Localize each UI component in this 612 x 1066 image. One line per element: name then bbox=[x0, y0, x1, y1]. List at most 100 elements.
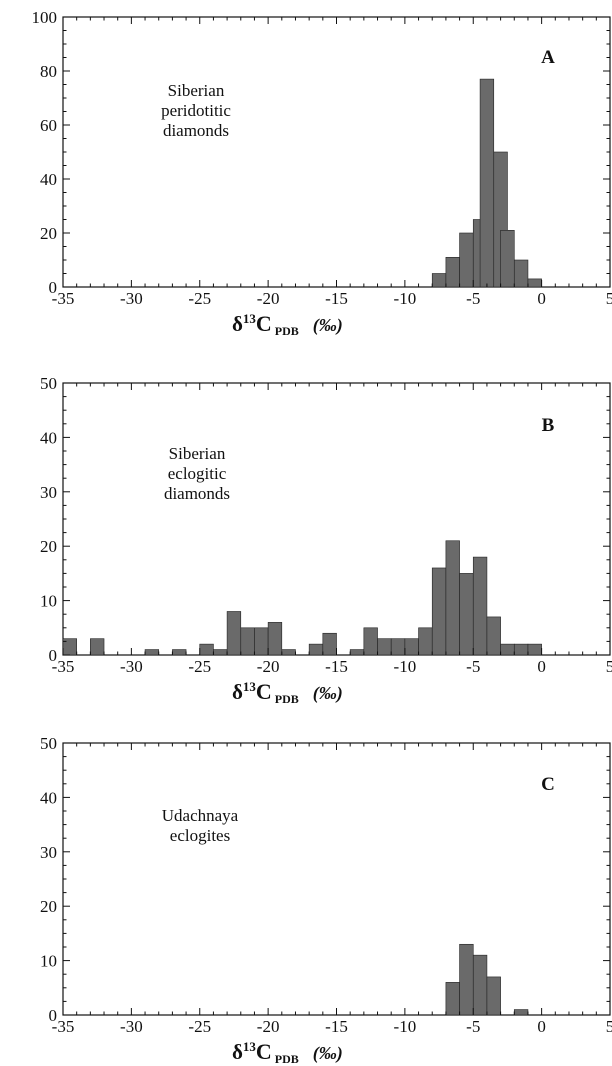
x-tick-label: 5 bbox=[606, 289, 612, 308]
x-tick-label: -10 bbox=[394, 289, 417, 308]
x-tick-label: -25 bbox=[188, 1017, 211, 1036]
x-tick-label: 5 bbox=[606, 657, 612, 676]
x-tick-label: -15 bbox=[325, 1017, 348, 1036]
x-tick-label: -35 bbox=[52, 289, 75, 308]
histogram-bar bbox=[431, 273, 447, 288]
x-axis-title-main: C bbox=[256, 1039, 272, 1064]
x-axis-title-subscript: PDB bbox=[275, 692, 299, 706]
x-axis-title-unit: (‰) bbox=[313, 683, 343, 704]
y-tick-label: 50 bbox=[40, 374, 57, 393]
x-axis-title: δ13C PDB (‰) bbox=[232, 1039, 343, 1066]
histogram-bar bbox=[418, 627, 433, 656]
plot-frame bbox=[62, 382, 611, 656]
histogram-bar bbox=[322, 632, 337, 656]
y-tick-label: 30 bbox=[40, 843, 57, 862]
x-tick-label: -5 bbox=[466, 289, 480, 308]
panel-annotation-line: peridotitic bbox=[161, 101, 231, 120]
panel-annotation-line: Udachnaya bbox=[162, 806, 239, 825]
histogram-bar bbox=[459, 943, 474, 1016]
histogram-bar bbox=[472, 556, 488, 656]
x-tick-label: -15 bbox=[325, 657, 348, 676]
y-tick-label: 0 bbox=[49, 646, 58, 665]
x-tick-label: -10 bbox=[394, 657, 417, 676]
x-axis-title-superscript: 13 bbox=[243, 311, 257, 326]
y-tick-label: 20 bbox=[40, 897, 57, 916]
x-tick-label: -10 bbox=[394, 1017, 417, 1036]
x-tick-label: -30 bbox=[120, 1017, 143, 1036]
y-tick-label: 10 bbox=[40, 952, 57, 971]
panel-annotation-line: diamonds bbox=[164, 484, 230, 503]
histogram-bar bbox=[90, 638, 105, 656]
histogram-bar bbox=[267, 622, 283, 656]
panel-letter: A bbox=[541, 47, 555, 68]
histogram-bar bbox=[472, 954, 488, 1016]
x-axis-title: δ13C PDB (‰) bbox=[232, 679, 343, 706]
histogram-bar bbox=[486, 976, 501, 1016]
x-tick-label: -5 bbox=[466, 657, 480, 676]
x-tick-label: -20 bbox=[257, 289, 280, 308]
x-axis-title-delta: δ bbox=[232, 312, 243, 336]
y-tick-label: 60 bbox=[40, 116, 57, 135]
x-axis-title-subscript: PDB bbox=[275, 324, 299, 338]
histogram-bar bbox=[479, 78, 495, 288]
histogram-bar bbox=[390, 638, 406, 656]
x-tick-label: -30 bbox=[120, 657, 143, 676]
histogram-bar bbox=[199, 643, 214, 656]
x-axis-title-delta: δ bbox=[232, 680, 243, 704]
histogram-bar bbox=[431, 567, 447, 656]
histogram-bar bbox=[172, 649, 187, 656]
x-tick-label: -25 bbox=[188, 657, 211, 676]
x-tick-label: -35 bbox=[52, 1017, 75, 1036]
y-tick-label: 50 bbox=[40, 734, 57, 753]
y-tick-label: 20 bbox=[40, 537, 57, 556]
panel-annotation-line: diamonds bbox=[163, 121, 229, 140]
x-tick-label: -20 bbox=[257, 1017, 280, 1036]
histogram-bar bbox=[513, 259, 529, 288]
x-tick-label: 5 bbox=[606, 1017, 612, 1036]
histogram-bar bbox=[459, 232, 474, 288]
histogram-bar bbox=[144, 649, 160, 656]
histogram-bar bbox=[513, 643, 529, 656]
histogram-bar bbox=[459, 573, 474, 656]
y-tick-label: 40 bbox=[40, 428, 57, 447]
x-axis-title-unit: (‰) bbox=[313, 1043, 343, 1064]
x-tick-label: -35 bbox=[52, 657, 75, 676]
histogram-bar bbox=[254, 627, 269, 656]
histogram-bar bbox=[500, 230, 515, 288]
histogram-bar bbox=[240, 627, 255, 656]
x-tick-label: -15 bbox=[325, 289, 348, 308]
histogram-bar bbox=[281, 649, 296, 656]
y-tick-label: 10 bbox=[40, 592, 57, 611]
y-tick-label: 40 bbox=[40, 788, 57, 807]
panel-annotation-line: Siberian bbox=[168, 81, 225, 100]
x-axis-title-superscript: 13 bbox=[243, 679, 257, 694]
histogram-bar bbox=[486, 616, 501, 656]
histogram-bar bbox=[226, 611, 242, 656]
y-tick-label: 0 bbox=[49, 278, 58, 297]
x-tick-label: 0 bbox=[537, 657, 546, 676]
x-axis-title-superscript: 13 bbox=[243, 1039, 257, 1054]
histogram-bar bbox=[513, 1009, 529, 1016]
y-tick-label: 40 bbox=[40, 170, 57, 189]
x-tick-label: -30 bbox=[120, 289, 143, 308]
panel-annotation-line: eclogites bbox=[170, 826, 230, 845]
x-axis-title-subscript: PDB bbox=[275, 1052, 299, 1066]
x-axis-title-main: C bbox=[256, 679, 272, 704]
y-tick-label: 20 bbox=[40, 224, 57, 243]
y-tick-label: 30 bbox=[40, 483, 57, 502]
histogram-panel-a: -35 -30 -25 -20 -15 -10 -5 0 5 0 20 40 60 80 100 δ13C PD… bbox=[32, 8, 612, 338]
panel-annotation-line: eclogitic bbox=[168, 464, 227, 483]
panel-letter: B bbox=[542, 415, 555, 436]
histogram-bar bbox=[349, 649, 365, 656]
histogram-bar bbox=[377, 638, 392, 656]
y-tick-label: 100 bbox=[32, 8, 58, 27]
histogram-bar bbox=[445, 982, 460, 1016]
histogram-bar bbox=[500, 643, 515, 656]
x-axis-title-main: C bbox=[256, 311, 272, 336]
histogram-bar bbox=[527, 643, 542, 656]
x-tick-label: 0 bbox=[537, 289, 546, 308]
